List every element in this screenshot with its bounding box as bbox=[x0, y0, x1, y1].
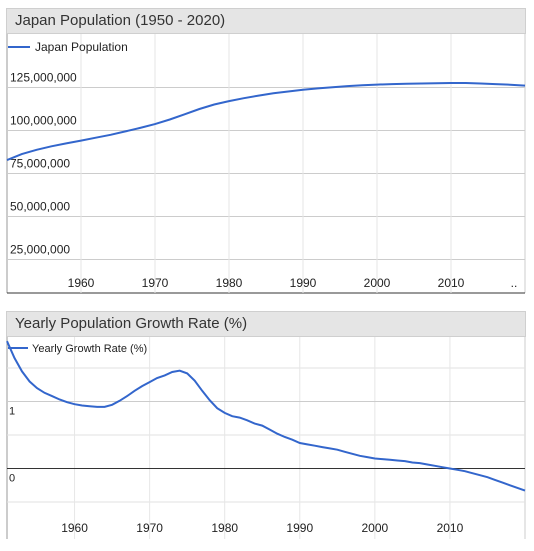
population-line-chart: 25,000,000 50,000,000 75,000,000 100,000,00… bbox=[6, 34, 526, 294]
growth-x-tick-label: 1970 bbox=[136, 521, 163, 535]
population-x-tick-label: 2000 bbox=[364, 276, 391, 290]
population-x-tick-label: .. bbox=[511, 276, 518, 290]
growth-legend-label: Yearly Growth Rate (%) bbox=[32, 343, 147, 355]
population-y-tick-label: 100,000,000 bbox=[10, 114, 77, 128]
growth-series-line bbox=[6, 340, 526, 492]
growth-x-tick-label: 1960 bbox=[61, 521, 88, 535]
population-legend-label: Japan Population bbox=[35, 40, 128, 54]
growth-x-tick-label: 1980 bbox=[211, 521, 238, 535]
population-x-tick-label: 2010 bbox=[438, 276, 465, 290]
population-y-tick-label: 50,000,000 bbox=[10, 200, 70, 214]
population-y-tick-label: 125,000,000 bbox=[10, 71, 77, 85]
growth-x-tick-label: 2000 bbox=[362, 521, 389, 535]
population-series-line bbox=[6, 82, 526, 162]
population-chart-title: Japan Population (1950 - 2020) bbox=[6, 8, 526, 34]
growth-rate-line-chart: 1960 1970 1980 1990 2000 2010 0 1 Yearly Growth … bbox=[6, 337, 526, 539]
population-y-tick-label: 25,000,000 bbox=[10, 243, 70, 257]
population-x-tick-label: 1990 bbox=[290, 276, 317, 290]
population-y-tick-label: 75,000,000 bbox=[10, 157, 70, 171]
growth-y-tick-label: 1 bbox=[9, 406, 15, 418]
growth-x-tick-label: 1990 bbox=[286, 521, 313, 535]
population-x-tick-label: 1980 bbox=[216, 276, 243, 290]
growth-y-tick-label: 0 bbox=[9, 473, 15, 485]
population-x-tick-label: 1970 bbox=[142, 276, 169, 290]
growth-x-tick-label: 2010 bbox=[437, 521, 464, 535]
growth-rate-chart-title: Yearly Population Growth Rate (%) bbox=[6, 311, 526, 337]
population-x-tick-label: 1960 bbox=[68, 276, 95, 290]
